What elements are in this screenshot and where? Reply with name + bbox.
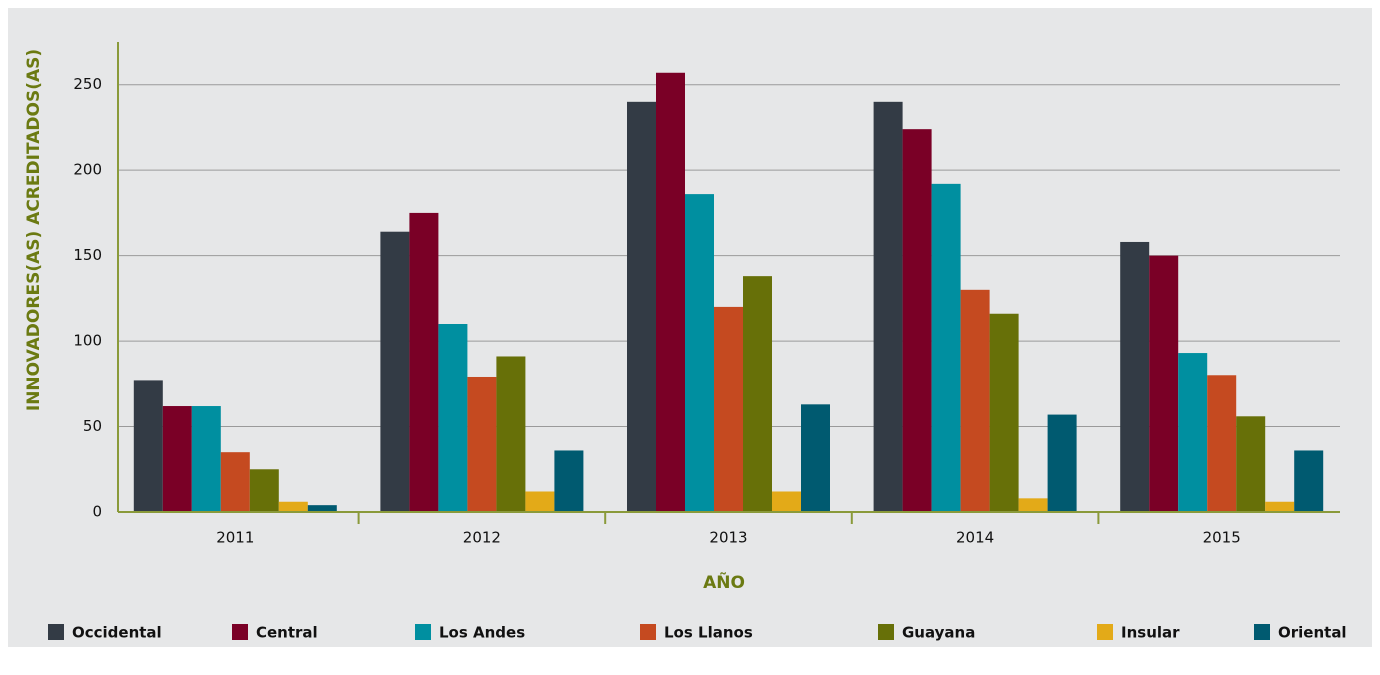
legend-swatch [1254, 624, 1270, 640]
y-tick-label: 200 [73, 161, 102, 179]
bar [1047, 414, 1077, 512]
bar [249, 469, 279, 512]
y-tick-label: 50 [83, 417, 102, 435]
y-tick-label: 250 [73, 75, 102, 93]
y-axis-title: INNOVADORES(AS) ACREDITADOS(AS) [24, 49, 44, 411]
legend-label: Los Andes [439, 624, 525, 642]
legend-swatch [48, 624, 64, 640]
bar [685, 194, 714, 513]
y-tick-label: 150 [73, 246, 102, 264]
bar [525, 491, 555, 512]
x-tick-label: 2015 [1203, 529, 1241, 547]
x-tick-label: 2013 [709, 529, 747, 547]
x-tick-label: 2012 [463, 529, 501, 547]
bar [133, 380, 163, 512]
bar [1178, 353, 1208, 512]
bar [960, 289, 990, 512]
legend-swatch [878, 624, 894, 640]
legend-swatch [232, 624, 248, 640]
bar [656, 72, 685, 512]
bar [1018, 498, 1048, 512]
legend-label: Los Llanos [664, 624, 753, 642]
bar [162, 406, 192, 512]
y-tick-label: 0 [92, 503, 102, 521]
bar [191, 406, 221, 512]
bar [989, 313, 1019, 512]
bar [438, 324, 468, 512]
y-tick-label: 100 [73, 332, 102, 350]
bar [1265, 501, 1295, 512]
bar [1207, 375, 1237, 512]
bar [409, 212, 439, 512]
legend-label: Occidental [72, 624, 162, 642]
bar [902, 129, 932, 512]
legend-label: Central [256, 624, 318, 642]
x-axis-title: AÑO [703, 570, 745, 593]
bar [873, 101, 903, 513]
bar [278, 501, 308, 512]
bar [772, 491, 801, 512]
legend-swatch [640, 624, 656, 640]
bar [743, 276, 772, 512]
bar [1120, 241, 1150, 513]
bar [307, 505, 337, 512]
legend-label: Guayana [902, 624, 975, 642]
bar [1149, 255, 1179, 513]
bar [467, 376, 497, 512]
bar [931, 183, 961, 512]
bar [801, 404, 830, 512]
bar [554, 450, 584, 512]
legend-swatch [415, 624, 431, 640]
bar [220, 452, 250, 512]
bar [380, 231, 410, 512]
x-tick-label: 2011 [216, 529, 254, 547]
bar [627, 101, 656, 513]
legend-label: Oriental [1278, 624, 1347, 642]
bar [1294, 450, 1324, 512]
bar [1236, 416, 1266, 512]
legend-label: Insular [1121, 624, 1180, 642]
x-tick-label: 2014 [956, 529, 994, 547]
bar [496, 356, 526, 512]
bar [714, 306, 743, 512]
legend-swatch [1097, 624, 1113, 640]
